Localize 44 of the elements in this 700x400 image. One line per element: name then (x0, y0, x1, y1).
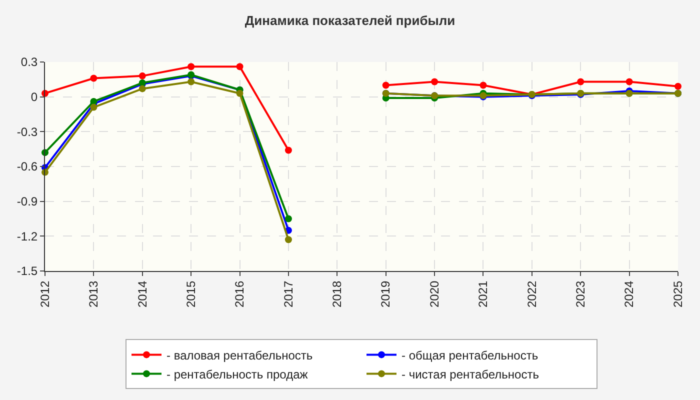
x-tick-label: 2012 (38, 280, 52, 308)
y-tick-label: -0.9 (16, 194, 38, 209)
y-tick-label: -1.5 (16, 264, 38, 278)
legend-label: - чистая рентабельность (402, 367, 539, 382)
point (138, 72, 146, 80)
point (284, 236, 292, 244)
point (188, 78, 195, 86)
point (236, 90, 244, 97)
y-tick-label: 0.3 (20, 55, 38, 70)
point (90, 104, 98, 111)
x-tick-label: 2016 (232, 280, 247, 308)
x-tick-label: 2013 (86, 280, 101, 308)
point (90, 74, 98, 82)
x-tick-label: 2025 (670, 280, 685, 308)
point (577, 78, 584, 86)
y-tick-label: -0.3 (16, 124, 38, 139)
x-tick-label: 2015 (184, 280, 198, 308)
x-tick-label: 2023 (574, 280, 588, 308)
x-tick-label: 2014 (135, 280, 150, 308)
legend-label: - валовая рентабельность (166, 348, 313, 362)
x-tick-label: 2020 (427, 280, 442, 308)
point (236, 63, 244, 70)
y-tick-label: -1.2 (16, 229, 38, 244)
y-tick-label: 0 (30, 90, 38, 104)
chart-title: Динамика показателей прибыли (244, 13, 456, 28)
point (431, 78, 438, 86)
point (138, 85, 146, 92)
x-tick-label: 2022 (524, 280, 539, 308)
point (284, 146, 292, 154)
point (382, 82, 390, 89)
point (674, 82, 682, 90)
x-tick-label: 2017 (281, 280, 296, 308)
x-tick-label: 2019 (378, 280, 393, 308)
x-tick-label: 2018 (330, 280, 344, 308)
point (626, 78, 633, 86)
point (90, 98, 98, 105)
x-tick-label: 2021 (476, 280, 490, 308)
legend-label: - общая рентабельность (402, 348, 538, 362)
point (188, 63, 195, 70)
point (480, 82, 487, 89)
x-tick-label: 2024 (622, 280, 636, 308)
y-tick-label: -0.6 (16, 160, 38, 174)
legend-label: - рентабельность продаж (166, 367, 308, 382)
point (284, 215, 292, 222)
